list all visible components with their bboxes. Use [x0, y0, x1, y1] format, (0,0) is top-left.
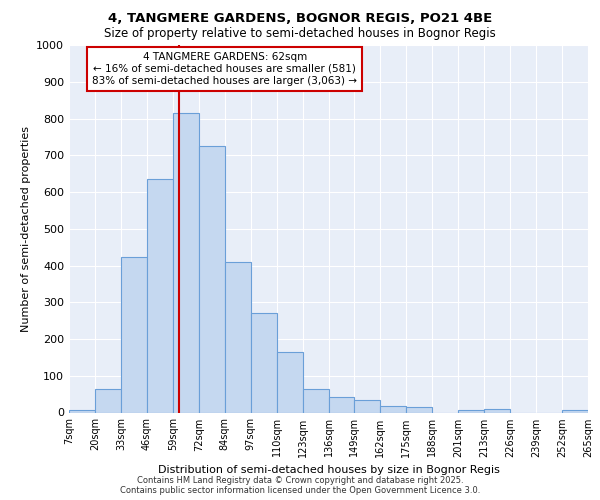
Bar: [562, 410, 588, 412]
Bar: [225, 262, 251, 412]
Bar: [121, 258, 147, 412]
Bar: [380, 406, 406, 412]
Bar: [173, 114, 199, 412]
Bar: [251, 314, 277, 412]
Text: 4, TANGMERE GARDENS, BOGNOR REGIS, PO21 4BE: 4, TANGMERE GARDENS, BOGNOR REGIS, PO21 …: [108, 12, 492, 26]
Bar: [199, 146, 224, 412]
Y-axis label: Number of semi-detached properties: Number of semi-detached properties: [20, 126, 31, 332]
Text: Size of property relative to semi-detached houses in Bognor Regis: Size of property relative to semi-detach…: [104, 28, 496, 40]
Bar: [406, 407, 432, 412]
Text: Contains public sector information licensed under the Open Government Licence 3.: Contains public sector information licen…: [120, 486, 480, 495]
X-axis label: Distribution of semi-detached houses by size in Bognor Regis: Distribution of semi-detached houses by …: [158, 465, 499, 475]
Text: 4 TANGMERE GARDENS: 62sqm
← 16% of semi-detached houses are smaller (581)
83% of: 4 TANGMERE GARDENS: 62sqm ← 16% of semi-…: [92, 52, 357, 86]
Bar: [95, 390, 121, 412]
Text: Contains HM Land Registry data © Crown copyright and database right 2025.: Contains HM Land Registry data © Crown c…: [137, 476, 463, 485]
Bar: [147, 179, 173, 412]
Bar: [69, 410, 95, 412]
Bar: [458, 410, 484, 412]
Bar: [484, 409, 510, 412]
Bar: [302, 390, 329, 412]
Bar: [329, 397, 355, 412]
Bar: [355, 400, 380, 412]
Bar: [277, 352, 302, 412]
